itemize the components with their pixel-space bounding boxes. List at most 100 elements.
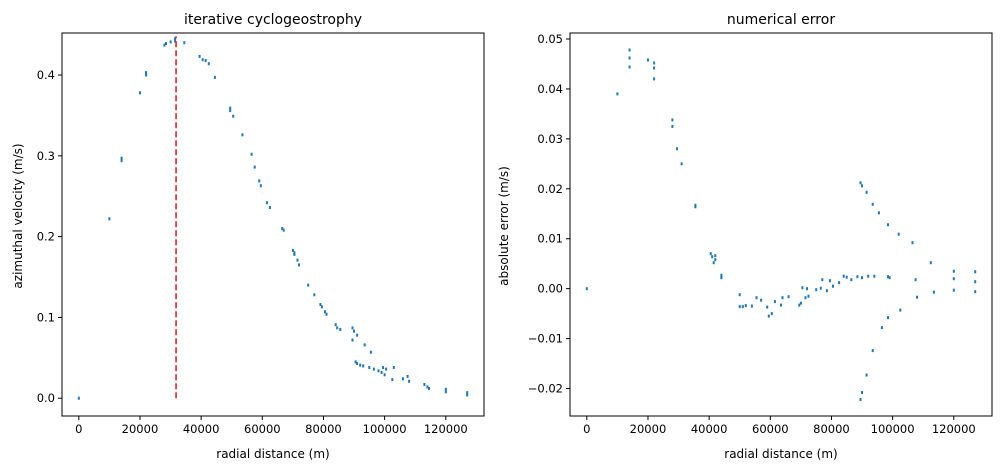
data-point <box>653 61 656 65</box>
data-point <box>899 308 902 312</box>
data-point <box>744 304 747 308</box>
data-point <box>932 290 935 294</box>
data-point <box>861 276 863 280</box>
data-point <box>423 383 426 386</box>
x-tick-label: 100000 <box>363 422 407 436</box>
data-point <box>865 190 868 194</box>
data-point <box>174 37 177 41</box>
data-point <box>293 251 296 255</box>
data-point <box>787 295 790 299</box>
data-point <box>807 294 810 298</box>
data-point <box>585 287 588 291</box>
data-point <box>229 106 232 110</box>
data-point <box>767 314 770 318</box>
data-point <box>392 366 395 369</box>
data-point <box>293 252 296 256</box>
data-point <box>720 276 723 280</box>
y-axis-label: absolute error (m/s) <box>497 166 511 286</box>
x-tick-label: 60000 <box>244 422 281 436</box>
data-point <box>163 43 166 47</box>
data-point <box>408 379 411 383</box>
data-point <box>406 374 409 378</box>
data-point <box>671 118 674 122</box>
x-tick-label: 120000 <box>932 422 976 436</box>
data-point <box>712 261 715 265</box>
data-point <box>720 273 723 277</box>
data-point <box>861 391 863 394</box>
y-axis-label: azimuthal velocity (m/s) <box>11 143 25 288</box>
data-point <box>372 367 375 371</box>
data-point <box>359 363 362 367</box>
data-point <box>916 295 919 299</box>
data-point <box>887 316 889 320</box>
data-point <box>334 323 337 327</box>
data-point <box>380 370 383 374</box>
data-point <box>428 387 430 390</box>
data-point <box>914 278 917 282</box>
data-point <box>174 39 177 43</box>
data-point <box>781 296 784 300</box>
data-point <box>952 269 955 273</box>
data-point <box>313 293 316 297</box>
data-point <box>871 349 874 353</box>
data-point <box>307 283 310 287</box>
data-point <box>821 278 824 282</box>
data-point <box>385 367 388 371</box>
x-tick-label: 80000 <box>305 422 342 436</box>
data-point <box>628 48 631 52</box>
data-point <box>229 109 232 113</box>
data-point <box>368 366 371 369</box>
data-point <box>887 223 889 227</box>
x-tick-label: 0 <box>75 422 82 436</box>
data-point <box>351 338 354 342</box>
data-point <box>353 329 355 333</box>
data-point <box>676 147 678 151</box>
data-point <box>241 133 244 137</box>
data-point <box>850 278 853 282</box>
data-point <box>250 152 253 156</box>
data-point <box>750 304 753 308</box>
data-point <box>709 252 712 256</box>
data-point <box>377 369 380 373</box>
data-point <box>108 217 111 221</box>
data-point <box>741 305 744 309</box>
data-point <box>653 77 656 81</box>
y-tick-label: 0.3 <box>37 149 55 163</box>
data-point <box>714 258 717 262</box>
data-point <box>253 165 256 169</box>
data-point <box>911 241 914 245</box>
data-point <box>268 206 271 209</box>
data-point <box>628 56 631 60</box>
data-point <box>974 280 977 284</box>
data-point <box>806 287 808 291</box>
data-point <box>356 362 359 365</box>
data-point <box>888 276 891 280</box>
data-point <box>265 201 268 205</box>
data-point <box>339 328 342 331</box>
data-point <box>773 300 776 304</box>
data-point <box>828 279 831 283</box>
data-point <box>77 396 80 400</box>
data-point <box>165 42 167 45</box>
x-tick-label: 20000 <box>630 422 667 436</box>
data-point <box>258 179 261 183</box>
data-point <box>815 288 818 292</box>
data-point <box>169 40 172 44</box>
data-point <box>804 296 807 300</box>
data-point <box>204 59 207 62</box>
data-point <box>680 162 683 166</box>
y-tick-label: 0.01 <box>537 232 563 246</box>
x-tick-label: 40000 <box>691 422 728 436</box>
data-point <box>213 75 216 79</box>
data-point <box>296 258 299 262</box>
data-point <box>671 124 674 128</box>
data-point <box>351 326 354 330</box>
data-point <box>616 92 619 96</box>
data-point <box>819 286 822 290</box>
chart-title: numerical error <box>727 12 835 28</box>
y-tick-label: 0.03 <box>537 132 563 146</box>
data-point <box>711 255 714 259</box>
data-point <box>865 373 868 377</box>
plot-area-frame <box>569 32 993 417</box>
data-point <box>628 65 631 69</box>
